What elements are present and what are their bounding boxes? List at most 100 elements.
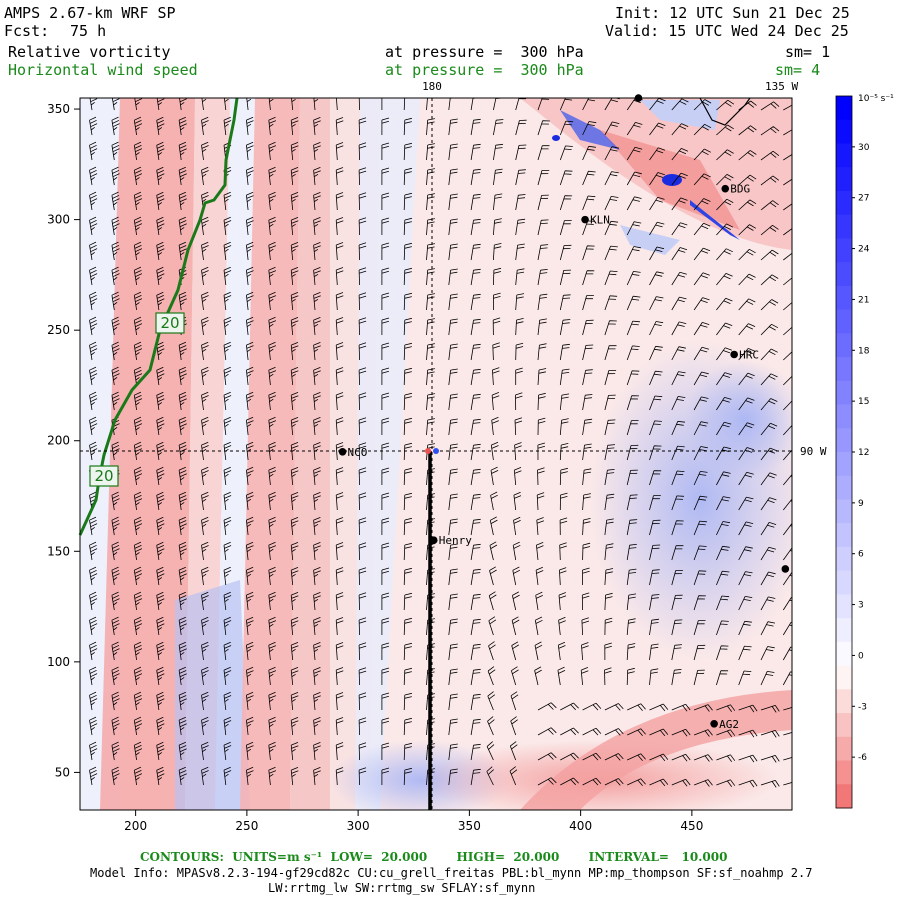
wind-barb	[335, 567, 344, 586]
contour-label-upper: 20	[155, 312, 185, 334]
wind-barb	[671, 570, 684, 586]
wind-barb	[626, 122, 643, 136]
wind-barb	[491, 392, 500, 411]
wind-barb	[246, 666, 254, 686]
wind-barb	[290, 667, 299, 686]
wind-barb	[782, 621, 792, 636]
model-info: Model Info: MPASv8.2.3-194-gf29cd82c CU:…	[90, 866, 813, 880]
wind-barb	[335, 192, 344, 211]
wind-barb	[133, 191, 143, 211]
wind-barb	[448, 668, 458, 686]
wind-barb	[426, 418, 435, 436]
wind-barb	[403, 167, 412, 186]
wind-barb	[381, 717, 390, 735]
wind-barb	[290, 192, 299, 211]
wind-barb	[268, 166, 277, 186]
wind-barb	[335, 317, 344, 336]
wind-barb	[626, 519, 638, 536]
wind-barb	[760, 323, 779, 336]
wind-barb	[582, 344, 594, 361]
wind-barb	[783, 129, 792, 136]
wind-barb	[246, 98, 252, 111]
wind-barb	[509, 741, 518, 761]
station-label: BDG	[730, 183, 750, 196]
wind-barb	[515, 169, 526, 186]
wind-barb	[649, 246, 665, 261]
wind-barb	[246, 466, 254, 486]
wind-barb	[178, 166, 187, 186]
wind-barb	[760, 200, 779, 211]
wind-barb	[604, 295, 618, 311]
wind-barb	[335, 642, 344, 661]
wind-barb	[537, 417, 546, 436]
wind-barb	[536, 492, 545, 511]
wind-barb	[537, 145, 550, 161]
station-dot	[721, 184, 730, 193]
wind-barb	[290, 742, 299, 761]
wind-barb	[381, 292, 390, 310]
wind-barb	[111, 691, 120, 711]
wind-barb	[426, 218, 435, 236]
wind-barb	[671, 420, 686, 436]
wind-barb	[738, 620, 752, 636]
plot-frame	[79, 97, 793, 811]
wind-barb	[426, 343, 435, 361]
wind-barb	[178, 366, 187, 386]
wind-barb	[381, 342, 390, 360]
wind-barb	[223, 241, 232, 261]
wind-barb	[89, 166, 98, 186]
wind-barb	[223, 591, 232, 611]
colorbar-label: 24	[858, 245, 870, 255]
wind-barb	[534, 616, 543, 636]
wind-barb	[582, 542, 591, 561]
wind-barb	[381, 167, 390, 185]
wind-barb	[111, 341, 120, 361]
wind-barb	[89, 566, 98, 586]
wind-barb	[246, 566, 254, 586]
contour-label-lower: 20	[89, 465, 119, 487]
wind-barb	[313, 167, 321, 186]
wind-barb	[649, 221, 665, 236]
wind-barb	[738, 704, 758, 713]
wind-barb	[558, 616, 566, 636]
wind-barb	[470, 518, 481, 536]
wind-barb	[89, 716, 98, 736]
wind-barb	[537, 727, 557, 736]
wind-barb	[246, 266, 254, 286]
wind-barb	[470, 493, 481, 511]
wind-barb	[111, 391, 120, 411]
wind-barb	[426, 393, 435, 411]
wind-barb	[492, 342, 501, 361]
wind-barb	[246, 316, 254, 336]
wind-barb	[515, 268, 525, 286]
wind-barb	[111, 491, 120, 511]
wind-barb	[626, 345, 640, 361]
wind-barb	[178, 416, 187, 436]
wind-barb	[582, 518, 591, 536]
wind-barb	[426, 268, 435, 286]
colorbar-swatch	[836, 546, 852, 572]
station-label: KLN	[590, 214, 610, 227]
wind-barb	[223, 741, 232, 761]
wind-barb	[693, 570, 707, 586]
wind-barb	[313, 517, 321, 536]
wind-barb	[381, 617, 390, 635]
wind-barb	[178, 516, 187, 536]
colorbar-label: -3	[858, 702, 867, 712]
colorbar-swatch	[836, 665, 852, 690]
wind-barb	[515, 144, 527, 161]
wind-barb	[537, 752, 557, 761]
wind-barb	[246, 141, 254, 161]
wind-barb	[716, 421, 732, 436]
wind-barb	[335, 242, 344, 261]
parallel-90w-label: 90 W	[800, 445, 827, 458]
wind-barb	[313, 292, 321, 311]
wind-barb	[358, 367, 367, 386]
wind-barb	[559, 517, 568, 536]
wind-barb	[559, 418, 569, 436]
wind-barb	[89, 516, 98, 536]
wind-barb	[558, 592, 567, 611]
wind-barb	[515, 119, 527, 136]
wind-barb	[111, 191, 120, 211]
wind-barb	[133, 616, 143, 636]
